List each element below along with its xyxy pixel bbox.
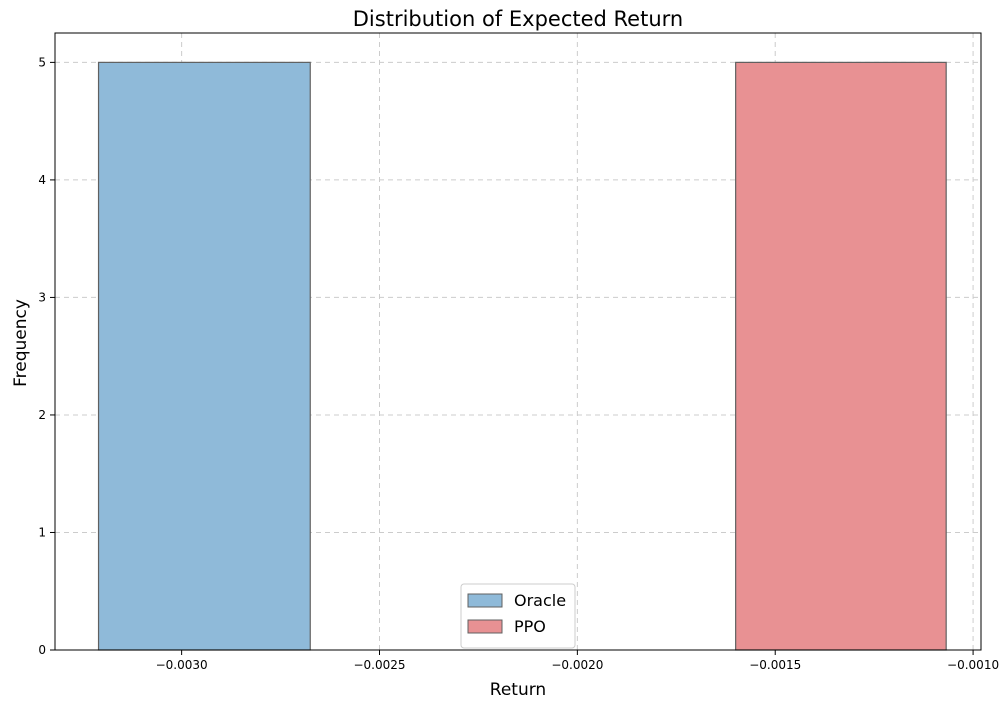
legend-swatch-ppo	[467, 619, 503, 634]
y-tick-label: 2	[38, 408, 46, 422]
y-tick-label: 3	[38, 290, 46, 304]
histogram-bar-oracle	[97, 61, 311, 651]
x-tick-label: −0.0015	[749, 658, 801, 672]
x-tick-label: −0.0030	[156, 658, 208, 672]
x-tick-label: −0.0010	[947, 658, 999, 672]
y-tick-label: 4	[38, 173, 46, 187]
y-axis-label: Frequency	[11, 299, 31, 387]
legend-label-ppo: PPO	[514, 617, 546, 636]
plot-frame	[54, 32, 982, 651]
bars	[97, 61, 947, 651]
axes: −0.0030 −0.0025 −0.0020 −0.0015 −0.0010 0 1 2 3 4…	[38, 32, 999, 672]
legend-swatch-oracle	[467, 593, 503, 608]
legend-label-oracle: Oracle	[514, 591, 566, 610]
y-tick-label: 5	[38, 55, 46, 69]
chart-title: Distribution of Expected Return	[353, 7, 683, 31]
legend: Oracle PPO	[460, 583, 576, 649]
x-tick-label: −0.0025	[353, 658, 405, 672]
x-axis-label: Return	[490, 680, 546, 700]
y-tick-label: 0	[38, 643, 46, 657]
x-tick-label: −0.0020	[551, 658, 603, 672]
y-tick-label: 1	[38, 525, 46, 539]
histogram-bar-ppo	[735, 61, 947, 651]
